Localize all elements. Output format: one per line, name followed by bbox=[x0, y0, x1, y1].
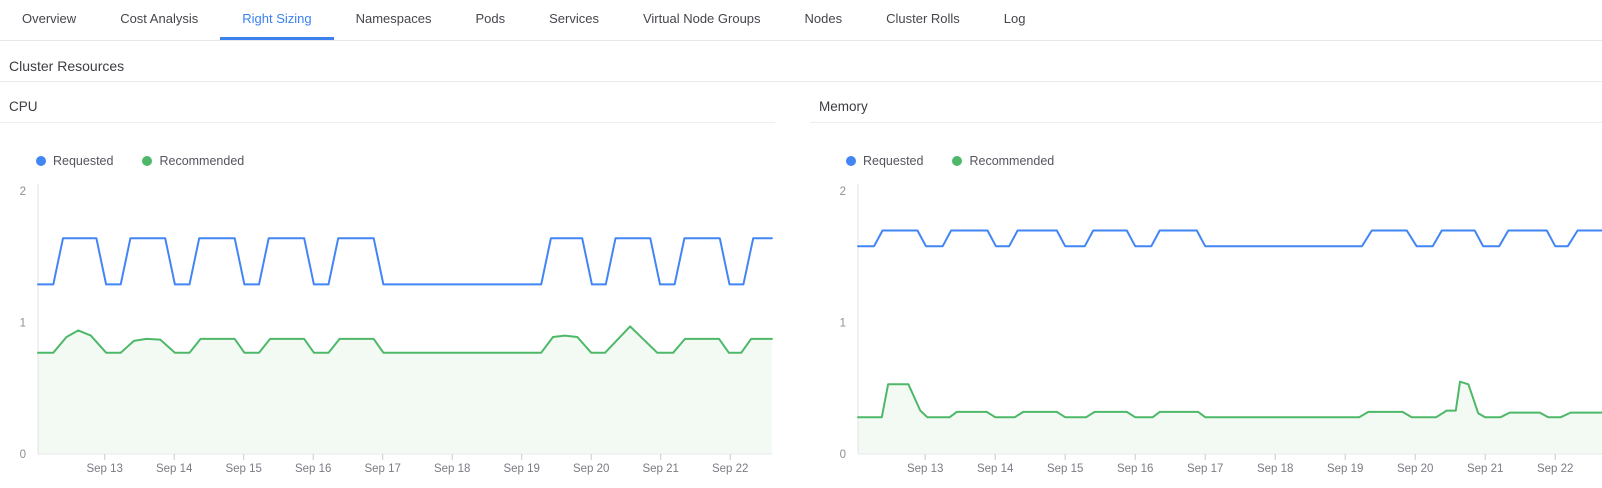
cpu-line-recommended bbox=[37, 325, 773, 354]
memory-chart-panel: Memory Requested Recommended Sep 13 Sep 14… bbox=[810, 82, 1602, 478]
tab-log[interactable]: Log bbox=[1003, 11, 1026, 26]
legend-item-requested[interactable]: Requested bbox=[846, 154, 923, 168]
y-tick-label: 2 bbox=[20, 186, 26, 198]
memory-line-requested bbox=[857, 229, 1602, 248]
cpu-line-requested bbox=[37, 237, 773, 286]
tab-right-sizing[interactable]: Right Sizing bbox=[220, 0, 334, 40]
x-tick-label: Sep 19 bbox=[1327, 463, 1363, 475]
x-tick-label: Sep 20 bbox=[573, 463, 609, 475]
x-tick-label: Sep 18 bbox=[434, 463, 470, 475]
x-tick-label: Sep 16 bbox=[1117, 463, 1153, 475]
cpu-chart-legend: Requested Recommended bbox=[36, 153, 775, 168]
y-tick-label: 0 bbox=[20, 449, 26, 461]
tab-nodes[interactable]: Nodes bbox=[804, 11, 843, 26]
legend-item-recommended[interactable]: Recommended bbox=[952, 154, 1054, 168]
memory-chart-legend: Requested Recommended bbox=[846, 153, 1602, 168]
legend-label-requested: Requested bbox=[863, 153, 924, 168]
x-tick-label: Sep 14 bbox=[977, 463, 1014, 475]
x-tick-label: Sep 13 bbox=[86, 463, 122, 475]
x-tick-label: Sep 21 bbox=[642, 463, 678, 475]
memory-chart-title: Memory bbox=[810, 82, 1602, 123]
legend-dot-requested bbox=[846, 155, 856, 166]
section-title: Cluster Resources bbox=[0, 41, 1602, 82]
x-tick-label: Sep 17 bbox=[364, 463, 400, 475]
legend-dot-requested bbox=[36, 155, 46, 166]
memory-plot-svg: Sep 13 Sep 14 Sep 15 Sep 16 Sep 17 Sep 18 Sep … bbox=[840, 184, 1602, 475]
y-tick-label: 0 bbox=[840, 449, 846, 461]
cpu-chart-panel: CPU Requested Recommended Sep 13 Sep 14 Sep… bbox=[0, 82, 775, 478]
x-tick-label: Sep 15 bbox=[225, 463, 261, 475]
legend-label-requested: Requested bbox=[53, 153, 114, 168]
x-tick-label: Sep 17 bbox=[1187, 463, 1223, 475]
legend-item-requested[interactable]: Requested bbox=[36, 154, 113, 168]
y-tick-label: 2 bbox=[840, 186, 846, 198]
tab-services[interactable]: Services bbox=[549, 11, 599, 26]
cpu-chart-title: CPU bbox=[0, 82, 775, 123]
x-tick-label: Sep 19 bbox=[503, 463, 539, 475]
legend-dot-recommended bbox=[952, 155, 963, 166]
x-tick-label: Sep 21 bbox=[1467, 463, 1503, 475]
x-tick-label: Sep 22 bbox=[712, 463, 748, 475]
cpu-chart: Sep 13 Sep 14 Sep 15 Sep 16 Sep 17 Sep 18 Sep … bbox=[0, 170, 775, 478]
legend-label-recommended: Recommended bbox=[969, 153, 1055, 168]
tab-bar: Overview Cost Analysis Right Sizing Namespa… bbox=[0, 0, 1602, 41]
legend-item-recommended[interactable]: Recommended bbox=[142, 154, 244, 168]
x-tick-label: Sep 18 bbox=[1257, 463, 1293, 475]
memory-chart: Sep 13 Sep 14 Sep 15 Sep 16 Sep 17 Sep 18 Sep … bbox=[810, 170, 1602, 478]
tab-overview[interactable]: Overview bbox=[22, 11, 77, 26]
tab-virtual-node-groups[interactable]: Virtual Node Groups bbox=[642, 11, 761, 26]
x-tick-label: Sep 14 bbox=[156, 463, 193, 475]
legend-dot-recommended bbox=[142, 155, 153, 166]
cpu-plot-svg: Sep 13 Sep 14 Sep 15 Sep 16 Sep 17 Sep 18 Sep … bbox=[20, 184, 773, 475]
memory-line-recommended bbox=[857, 380, 1602, 419]
x-tick-label: Sep 22 bbox=[1537, 463, 1573, 475]
x-tick-label: Sep 20 bbox=[1397, 463, 1433, 475]
cpu-area-recommended bbox=[38, 326, 772, 454]
charts-row: CPU Requested Recommended Sep 13 Sep 14 Sep… bbox=[0, 82, 1602, 478]
x-tick-label: Sep 13 bbox=[907, 463, 943, 475]
tab-cluster-rolls[interactable]: Cluster Rolls bbox=[886, 11, 960, 26]
y-tick-label: 1 bbox=[20, 318, 26, 330]
y-tick-label: 1 bbox=[840, 318, 846, 330]
tab-pods[interactable]: Pods bbox=[475, 11, 506, 26]
x-tick-label: Sep 15 bbox=[1047, 463, 1083, 475]
x-tick-label: Sep 16 bbox=[295, 463, 331, 475]
legend-label-recommended: Recommended bbox=[159, 153, 245, 168]
tab-cost-analysis[interactable]: Cost Analysis bbox=[120, 11, 199, 26]
tab-namespaces[interactable]: Namespaces bbox=[355, 11, 432, 26]
